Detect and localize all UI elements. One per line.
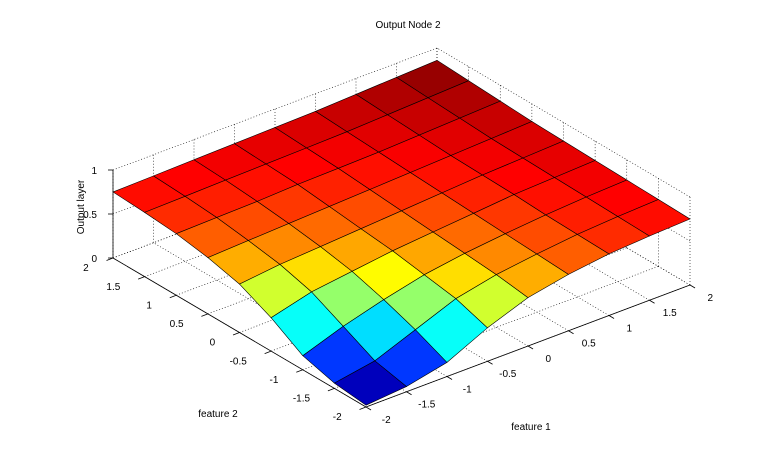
x-tick-mark xyxy=(689,284,696,289)
y-axis-label: feature 2 xyxy=(198,409,238,420)
floor-gridline xyxy=(436,135,691,286)
y-tick-mark xyxy=(201,313,209,317)
x-tick-label: -1 xyxy=(463,384,472,395)
x-tick-label: 0.5 xyxy=(582,339,596,350)
floor-gridline xyxy=(396,150,650,301)
back-wall-gridline xyxy=(112,47,438,171)
x-tick-mark xyxy=(446,376,453,380)
y-tick-mark xyxy=(359,406,367,410)
y-tick-mark xyxy=(169,294,177,299)
z-tick-label: 0 xyxy=(91,254,97,265)
y-tick-label: -2 xyxy=(333,412,342,423)
y-tick-label: 0 xyxy=(210,338,216,349)
x-tick-mark xyxy=(406,391,412,396)
x-tick-label: 0 xyxy=(545,354,551,365)
y-tick-label: 2 xyxy=(83,263,89,274)
tick-labels: -2 -1.5 -1 -0.5 0 0.5 1 1.5 2 -2 -1.5 -1 -0.5 0 0.5 1 1.… xyxy=(83,166,713,426)
z-axis-label: Output layer xyxy=(76,179,87,234)
y-tick-mark xyxy=(296,369,303,373)
z-tick-label: 0.5 xyxy=(83,210,97,221)
y-tick-label: -1 xyxy=(270,375,279,386)
y-tick-mark xyxy=(264,350,272,354)
x-tick-mark xyxy=(608,315,615,319)
surface-mesh xyxy=(112,59,691,406)
y-tick-mark xyxy=(106,257,114,261)
x-tick-label: -0.5 xyxy=(499,369,517,380)
y-tick-mark xyxy=(232,332,240,336)
x-tick-label: 1 xyxy=(626,323,632,334)
y-tick-label: -0.5 xyxy=(230,356,248,367)
y-tick-label: 0.5 xyxy=(170,319,184,330)
x-tick-label: -1.5 xyxy=(418,400,436,411)
x-tick-label: 2 xyxy=(707,293,713,304)
y-tick-label: 1 xyxy=(146,300,152,311)
x-tick-label: 1.5 xyxy=(663,308,677,319)
side-wall-gridline xyxy=(436,47,691,198)
chart-title: Output Node 2 xyxy=(375,20,440,31)
x-tick-mark xyxy=(527,345,534,350)
x-tick-mark xyxy=(487,360,493,365)
x-tick-mark xyxy=(365,406,372,411)
x-axis-label: feature 1 xyxy=(511,422,551,433)
x-tick-mark xyxy=(568,330,574,335)
y-tick-mark xyxy=(138,276,145,280)
x-tick-mark xyxy=(649,299,655,304)
floor-gridline xyxy=(315,181,569,332)
y-tick-label: -1.5 xyxy=(293,394,311,405)
x-tick-label: -2 xyxy=(382,415,391,426)
y-tick-label: 1.5 xyxy=(106,282,120,293)
floor-gridline xyxy=(355,166,610,316)
surface-cell xyxy=(617,199,691,237)
y-tick-mark xyxy=(327,388,335,392)
z-tick-label: 1 xyxy=(91,166,97,177)
